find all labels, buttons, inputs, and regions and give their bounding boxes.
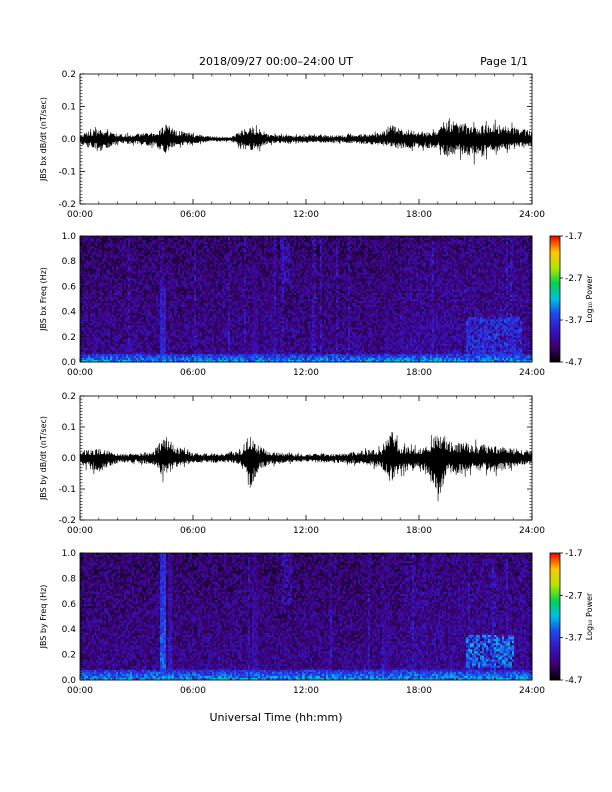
y-tick-label: 0.2	[62, 70, 76, 80]
y-axis-label: JBS bx dB/dt (nT/sec)	[39, 97, 48, 182]
x-tick-label: 18:00	[406, 210, 432, 220]
figure: 2018/09/27 00:00–24:00 UT Page 1/1 0.20.…	[0, 0, 612, 792]
x-tick-label: 00:00	[67, 210, 93, 220]
x-tick-label: 24:00	[519, 210, 545, 220]
header-date-range: 2018/09/27 00:00–24:00 UT	[199, 55, 353, 68]
header-page: Page 1/1	[480, 55, 528, 68]
x-tick-label: 06:00	[180, 210, 206, 220]
x-tick-label: 12:00	[293, 210, 319, 220]
y-tick-label: 0.0	[62, 135, 77, 145]
panel-1: 0.2 0.1 0.0 -0.1 -0.200:00 06:00 12:00 18:00 24:…	[39, 70, 545, 220]
spectrogram-cells	[80, 236, 532, 362]
signal-trace	[80, 118, 532, 164]
y-tick-label: -0.2	[58, 200, 76, 210]
y-tick-label: 0.1	[62, 103, 76, 113]
panels: 0.2 0.1 0.0 -0.1 -0.200:00 06:00 12:00 18:00 24:…	[39, 70, 594, 696]
y-tick-label: -0.1	[58, 168, 76, 178]
